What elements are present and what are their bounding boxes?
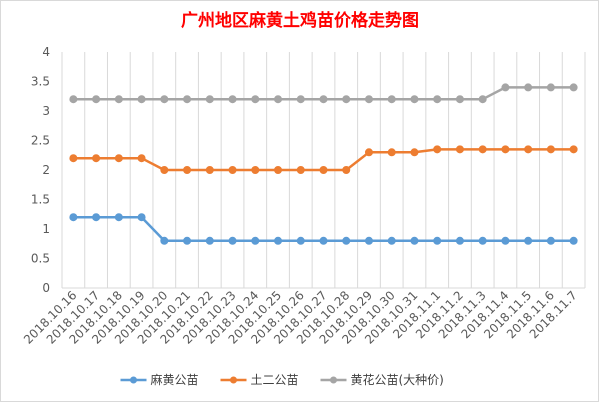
data-point [319,166,328,174]
data-point [478,236,487,245]
y-tick-label: 0 [42,281,50,295]
data-point [455,145,464,154]
data-point [364,236,373,245]
data-point [92,213,101,222]
data-point [524,236,533,245]
data-point [501,83,510,92]
y-tick-label: 3.5 [31,75,50,89]
data-point [342,236,351,245]
data-point [501,145,510,154]
y-tick-label: 3 [42,104,50,118]
legend-marker [230,376,237,384]
data-point [228,166,237,174]
data-point [455,236,464,245]
y-tick-label: 4 [42,45,50,59]
data-point [387,236,396,245]
data-point [296,95,305,104]
y-tick-label: 0.5 [31,252,50,266]
data-point [183,95,192,104]
data-point [364,148,373,157]
legend-label: 麻黄公苗 [151,372,199,387]
data-point [433,95,442,104]
data-point [387,95,396,104]
data-point [137,213,146,222]
data-point [228,95,237,104]
data-point [433,236,442,245]
data-point [137,95,146,104]
y-tick-label: 1 [42,222,50,236]
y-tick-label: 2.5 [31,134,50,148]
data-point [205,166,214,174]
data-point [114,213,123,222]
data-point [524,145,533,154]
data-point [433,145,442,154]
data-point [546,236,555,245]
data-point [546,83,555,92]
data-point [569,83,578,92]
data-point [319,95,328,104]
data-point [251,166,260,174]
data-point [92,95,101,104]
legend-label: 黄花公苗(大种价) [351,372,444,387]
data-point [296,166,305,174]
series-layer [69,83,578,245]
data-point [319,236,328,245]
data-point [569,145,578,154]
data-point [410,95,419,104]
data-point [114,154,123,163]
data-point [274,166,283,174]
legend-marker [130,376,137,384]
data-point [251,236,260,245]
data-point [69,95,78,104]
data-point [524,83,533,92]
data-point [205,236,214,245]
legend: 麻黄公苗 土二公苗 黄花公苗(大种价) [120,372,444,387]
data-point [296,236,305,245]
data-point [251,95,260,104]
data-point [364,95,373,104]
data-point [274,95,283,104]
legend-label: 土二公苗 [251,373,299,387]
data-point [160,236,169,245]
data-point [92,154,101,163]
data-point [114,95,123,104]
chart-title: 广州地区麻黄土鸡苗价格走势图 [181,10,419,31]
data-point [569,236,578,245]
data-point [478,95,487,104]
data-point [160,95,169,104]
y-tick-label: 2 [42,163,50,177]
data-point [69,213,78,222]
y-tick-label: 1.5 [31,193,50,207]
data-point [137,154,146,163]
data-point [501,236,510,245]
data-point [410,236,419,245]
data-point [160,166,169,174]
data-point [387,148,396,157]
data-point [183,236,192,245]
data-point [274,236,283,245]
data-point [478,145,487,154]
data-point [69,154,78,163]
data-point [546,145,555,154]
data-point [455,95,464,104]
data-point [410,148,419,157]
data-point [342,95,351,104]
legend-marker [330,376,337,384]
data-point [205,95,214,104]
data-point [342,166,351,174]
data-point [183,166,192,174]
data-point [228,236,237,245]
